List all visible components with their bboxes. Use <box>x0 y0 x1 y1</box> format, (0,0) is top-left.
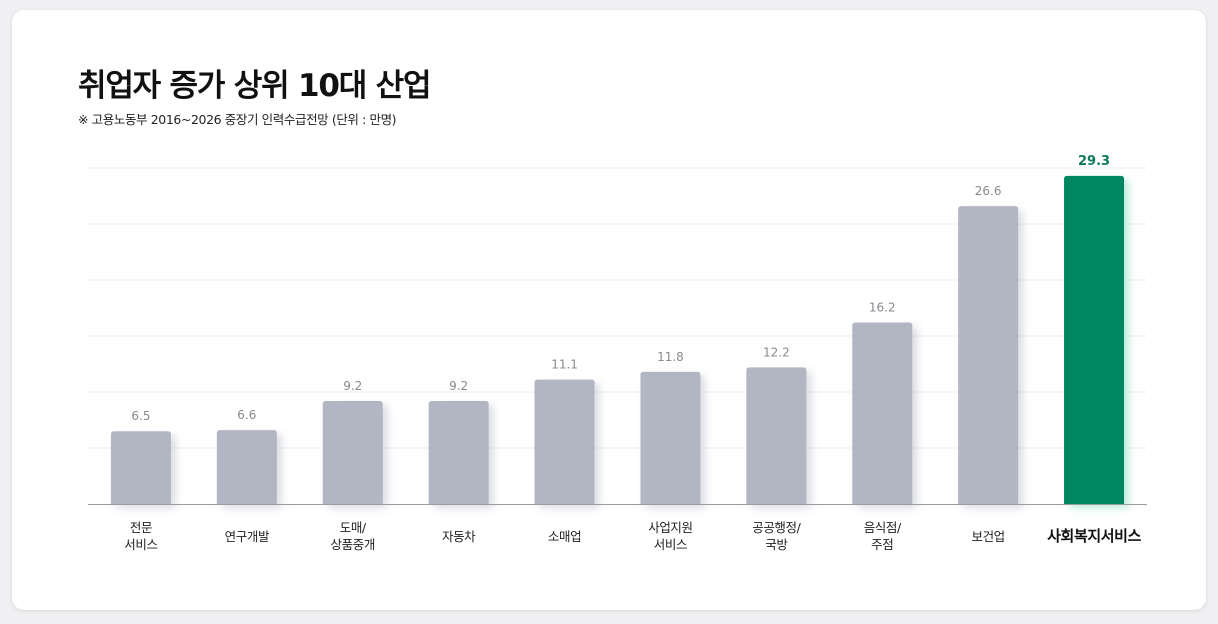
category-label: 서비스 <box>654 537 687 552</box>
bar-highlight <box>1064 175 1125 504</box>
category-label: 보건업 <box>971 529 1004 544</box>
value-label: 16.2 <box>869 301 896 315</box>
bar <box>640 371 701 504</box>
value-label: 11.8 <box>657 350 684 364</box>
category-label: 주점 <box>871 537 893 552</box>
category-label: 자동차 <box>442 529 476 544</box>
category-label: 사업지원 <box>648 520 692 535</box>
chart-bars <box>110 175 1125 504</box>
bar <box>534 379 595 504</box>
bar <box>428 400 489 504</box>
value-label: 9.2 <box>449 379 468 393</box>
value-label: 11.1 <box>551 358 578 372</box>
category-label: 음식점/ <box>864 520 902 535</box>
value-label: 9.2 <box>343 379 362 393</box>
category-label: 도매/ <box>340 520 367 535</box>
category-label: 전문 <box>130 520 152 535</box>
category-label: 서비스 <box>124 537 157 552</box>
chart-subtitle: ※ 고용노동부 2016~2026 중장기 인력수급전망 (단위 : 만명) <box>78 112 397 127</box>
category-label: 소매업 <box>548 529 581 544</box>
bar <box>746 367 807 504</box>
category-label: 국방 <box>765 537 788 552</box>
category-label: 상품중개 <box>331 537 375 552</box>
bar <box>852 322 913 504</box>
chart-title: 취업자 증가 상위 10대 산업 <box>78 68 432 104</box>
value-label: 29.3 <box>1078 154 1110 169</box>
bar <box>322 400 383 504</box>
value-label: 6.6 <box>237 408 256 422</box>
value-label: 12.2 <box>763 345 790 359</box>
bar <box>958 206 1019 504</box>
value-label: 6.5 <box>131 409 150 423</box>
bar <box>110 431 171 504</box>
bar <box>216 430 277 504</box>
category-label: 연구개발 <box>225 529 270 544</box>
category-label: 사회복지서비스 <box>1047 527 1141 545</box>
value-label: 26.6 <box>975 184 1002 198</box>
category-label: 공공행정/ <box>752 520 801 535</box>
